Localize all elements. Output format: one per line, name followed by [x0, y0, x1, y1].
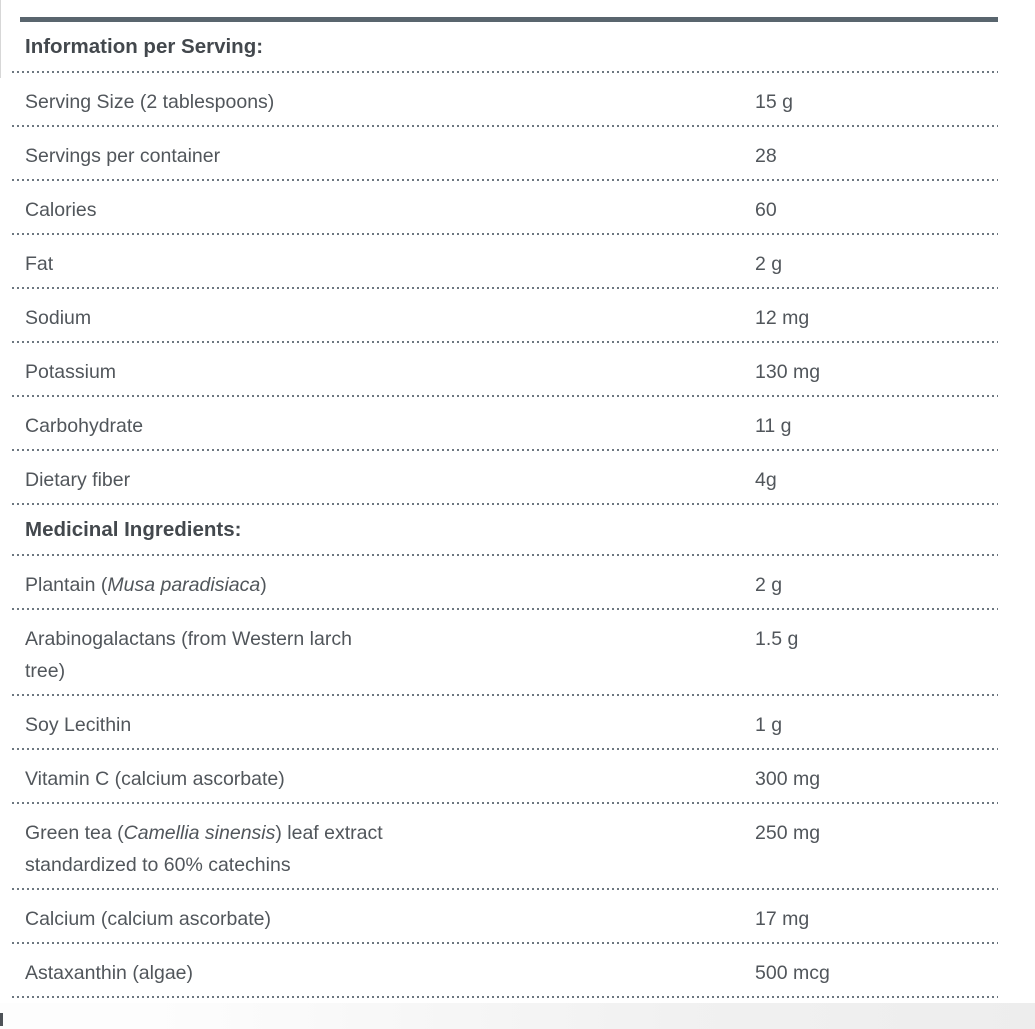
- table-row: Servings per container 28: [12, 127, 998, 181]
- row-label: Arabinogalactans (from Western larch tree…: [25, 623, 352, 687]
- row-label-text: Green tea (: [25, 822, 124, 844]
- row-label: Carbohydrate: [25, 410, 143, 442]
- row-label-text: Serving Size (2 tablespoons): [25, 91, 275, 113]
- row-label-text: Dietary fiber: [25, 469, 131, 491]
- row-value: 11 g: [755, 415, 792, 437]
- table-row: Calcium (calcium ascorbate) 17 mg: [12, 890, 998, 944]
- bottom-shade-gradient: [0, 1003, 1035, 1029]
- row-label: Calcium (calcium ascorbate): [25, 903, 271, 935]
- section-header: Medicinal Ingredients:: [12, 505, 998, 556]
- row-label-text: standardized to 60% catechins: [25, 854, 291, 876]
- row-label-text: Sodium: [25, 307, 92, 329]
- accent-top-bar: [20, 17, 998, 22]
- row-label-text: Soy Lecithin: [25, 714, 132, 736]
- row-label-text: Calories: [25, 199, 97, 221]
- row-value: 500 mcg: [755, 962, 830, 984]
- table-row: Soy Lecithin 1 g: [12, 696, 998, 750]
- row-label-text: Vitamin C (calcium ascorbate): [25, 768, 285, 790]
- row-label: Green tea (Camellia sinensis) leaf extra…: [25, 817, 383, 881]
- row-value: 130 mg: [755, 361, 821, 383]
- row-label-text: Servings per container: [25, 145, 221, 167]
- row-label-text: Astaxanthin (algae): [25, 962, 194, 984]
- row-label: Sodium: [25, 302, 91, 334]
- row-label-text: Arabinogalactans (from Western larch: [25, 628, 352, 650]
- table-row: Carbohydrate 11 g: [12, 397, 998, 451]
- row-value: 28: [755, 145, 777, 167]
- page-edge-artifact-bottom: [0, 1013, 3, 1026]
- table-row: Vitamin C (calcium ascorbate) 300 mg: [12, 750, 998, 804]
- row-label: Vitamin C (calcium ascorbate): [25, 763, 285, 795]
- table-row: Green tea (Camellia sinensis) leaf extra…: [12, 804, 998, 890]
- row-value: 12 mg: [755, 307, 810, 329]
- row-value: 15 g: [755, 91, 793, 113]
- row-value: 2 g: [755, 253, 783, 275]
- table-row: Plantain (Musa paradisiaca) 2 g: [12, 556, 998, 610]
- table-body: Information per Serving: Serving Size (2 …: [12, 22, 998, 998]
- row-label-text: tree): [25, 660, 66, 682]
- row-label-text: ) leaf extract: [275, 822, 383, 844]
- row-value: 60: [755, 199, 777, 221]
- row-label-latin-name: Camellia sinensis: [123, 822, 276, 844]
- row-label: Fat: [25, 248, 53, 280]
- row-label: Soy Lecithin: [25, 709, 131, 741]
- row-label: Serving Size (2 tablespoons): [25, 86, 274, 118]
- row-label: Potassium: [25, 356, 116, 388]
- row-label-text: Fat: [25, 253, 54, 275]
- table-row: Sodium 12 mg: [12, 289, 998, 343]
- table-row: Arabinogalactans (from Western larch tree…: [12, 610, 998, 696]
- information-table: Information per Serving: Serving Size (2 …: [12, 0, 998, 998]
- row-label: Calories: [25, 194, 97, 226]
- row-label: Plantain (Musa paradisiaca): [25, 569, 267, 601]
- row-value: 300 mg: [755, 768, 821, 790]
- section-header: Information per Serving:: [12, 22, 998, 73]
- row-label: Astaxanthin (algae): [25, 957, 193, 989]
- table-row: Astaxanthin (algae) 500 mcg: [12, 944, 998, 998]
- table-row: Dietary fiber 4g: [12, 451, 998, 505]
- table-row: Fat 2 g: [12, 235, 998, 289]
- row-label: Servings per container: [25, 140, 220, 172]
- table-row: Serving Size (2 tablespoons) 15 g: [12, 73, 998, 127]
- row-label-text: Plantain (: [25, 574, 108, 596]
- row-label-latin-name: Musa paradisiaca: [107, 574, 261, 596]
- row-value: 250 mg: [755, 822, 821, 844]
- row-value: 4g: [755, 469, 777, 491]
- row-label-text: Potassium: [25, 361, 117, 383]
- row-label-text: Calcium (calcium ascorbate): [25, 908, 271, 930]
- row-label: Dietary fiber: [25, 464, 130, 496]
- row-value: 2 g: [755, 574, 783, 596]
- table-row: Calories 60: [12, 181, 998, 235]
- page-edge-artifact-top: [0, 0, 1, 78]
- row-value: 17 mg: [755, 908, 810, 930]
- row-value: 1 g: [755, 714, 783, 736]
- row-value: 1.5 g: [755, 628, 799, 650]
- row-label-text: Carbohydrate: [25, 415, 144, 437]
- table-row: Potassium 130 mg: [12, 343, 998, 397]
- row-label-text: ): [260, 574, 267, 596]
